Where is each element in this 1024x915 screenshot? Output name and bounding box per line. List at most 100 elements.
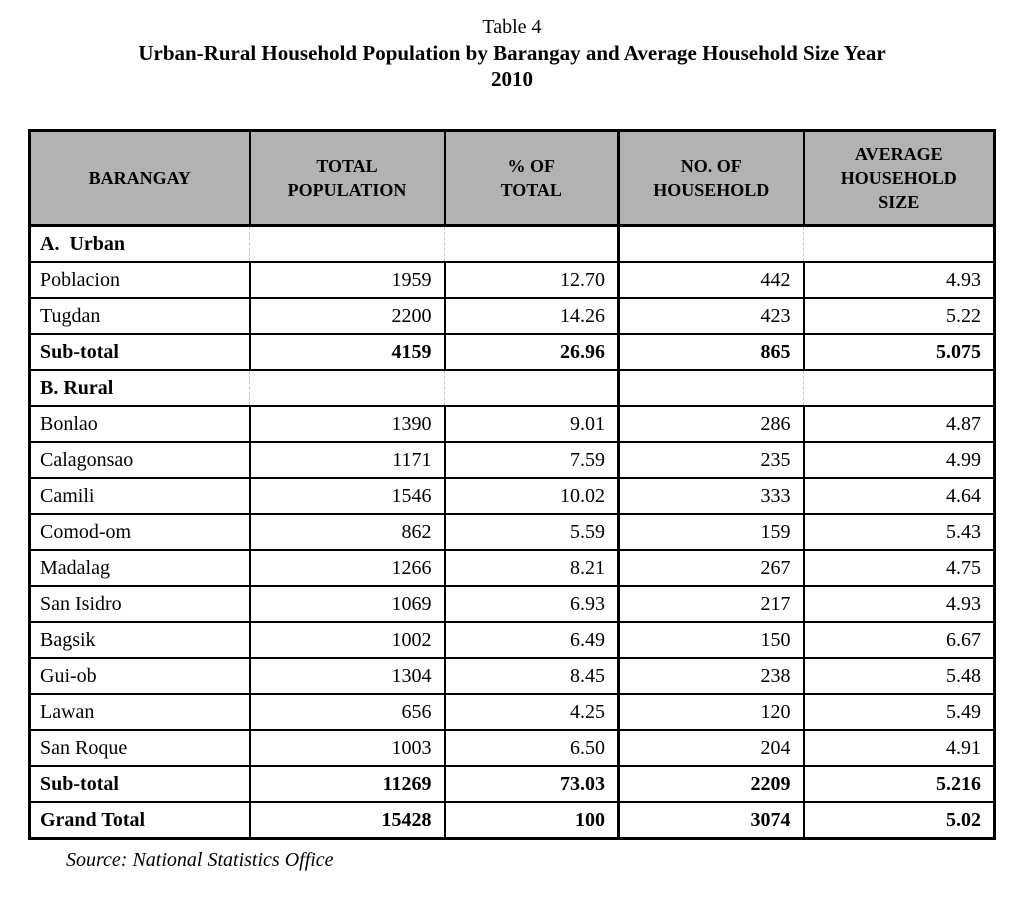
cell-avg-household-size: 5.48: [802, 657, 996, 695]
column-header-total-population: TOTAL POPULATION: [248, 129, 446, 227]
cell-pct-of-total: 14.26: [443, 297, 620, 335]
table-row: Camili 1546 10.02 333 4.64: [28, 477, 996, 515]
cell-avg-household-size: 4.93: [802, 261, 996, 299]
cell-pct-of-total: 100: [443, 801, 620, 840]
cell-no-of-household: 217: [617, 585, 805, 623]
population-table: BARANGAY TOTAL POPULATION % OF TOTAL NO.…: [28, 129, 996, 840]
cell-no-of-household: 238: [617, 657, 805, 695]
cell-avg-household-size: [803, 369, 996, 407]
cell-no-of-household: 333: [617, 477, 805, 515]
cell-avg-household-size: 4.99: [802, 441, 996, 479]
cell-pct-of-total: 6.49: [443, 621, 620, 659]
table-body: A. Urban Poblacion 1959 12.70 442 4.93 Tugdan 2…: [28, 224, 996, 840]
table-row: Bagsik 1002 6.49 150 6.67: [28, 621, 996, 659]
header-row: BARANGAY TOTAL POPULATION % OF TOTAL NO.…: [28, 129, 996, 227]
table-row: Sub-total 11269 73.03 2209 5.216: [28, 765, 996, 803]
cell-no-of-household: 150: [617, 621, 805, 659]
cell-avg-household-size: 5.43: [802, 513, 996, 551]
cell-total-population: 1304: [248, 657, 446, 695]
cell-pct-of-total: 8.21: [443, 549, 620, 587]
cell-pct-of-total: 10.02: [443, 477, 620, 515]
table-row: Poblacion 1959 12.70 442 4.93: [28, 261, 996, 299]
table-row: San Roque 1003 6.50 204 4.91: [28, 729, 996, 767]
table-row: Grand Total 15428 100 3074 5.02: [28, 801, 996, 840]
cell-total-population: 4159: [248, 333, 446, 371]
table-row: Bonlao 1390 9.01 286 4.87: [28, 405, 996, 443]
cell-total-population: 1003: [248, 729, 446, 767]
cell-avg-household-size: 5.22: [802, 297, 996, 335]
cell-avg-household-size: 5.216: [802, 765, 996, 803]
cell-no-of-household: 267: [617, 549, 805, 587]
cell-pct-of-total: [444, 224, 620, 263]
cell-barangay: Comod-om: [28, 513, 251, 551]
cell-no-of-household: 423: [617, 297, 805, 335]
cell-barangay: Bonlao: [28, 405, 251, 443]
cell-pct-of-total: 26.96: [443, 333, 620, 371]
cell-total-population: 15428: [248, 801, 446, 840]
table-title-year: 2010: [491, 67, 533, 91]
table-header: BARANGAY TOTAL POPULATION % OF TOTAL NO.…: [28, 129, 996, 227]
table-row: Gui-ob 1304 8.45 238 5.48: [28, 657, 996, 695]
cell-total-population: 1959: [248, 261, 446, 299]
column-header-pct-of-total: % OF TOTAL: [443, 129, 620, 227]
cell-no-of-household: 235: [617, 441, 805, 479]
cell-barangay: Lawan: [28, 693, 251, 731]
cell-pct-of-total: 5.59: [443, 513, 620, 551]
cell-total-population: 2200: [248, 297, 446, 335]
cell-no-of-household: [617, 224, 804, 263]
cell-avg-household-size: [803, 224, 996, 263]
cell-no-of-household: [617, 369, 804, 407]
cell-total-population: 1002: [248, 621, 446, 659]
table-title-text: Urban-Rural Household Population by Bara…: [138, 41, 886, 65]
cell-barangay: Tugdan: [28, 297, 251, 335]
cell-barangay: Madalag: [28, 549, 251, 587]
cell-pct-of-total: 9.01: [443, 405, 620, 443]
cell-pct-of-total: 8.45: [443, 657, 620, 695]
table-title: Table 4 Urban-Rural Household Population…: [0, 0, 1024, 92]
source-note: Source: National Statistics Office: [66, 849, 334, 871]
cell-barangay: Bagsik: [28, 621, 251, 659]
cell-avg-household-size: 4.64: [802, 477, 996, 515]
column-header-avg-household-size: AVERAGE HOUSEHOLD SIZE: [802, 129, 996, 227]
cell-no-of-household: 120: [617, 693, 805, 731]
cell-barangay: Sub-total: [28, 333, 251, 371]
table-number: Table 4: [482, 16, 542, 38]
cell-total-population: 1390: [248, 405, 446, 443]
cell-barangay: A. Urban: [28, 224, 250, 263]
cell-pct-of-total: 6.50: [443, 729, 620, 767]
cell-avg-household-size: 5.49: [802, 693, 996, 731]
table-row: Lawan 656 4.25 120 5.49: [28, 693, 996, 731]
column-header-barangay: BARANGAY: [28, 129, 251, 227]
cell-barangay: Grand Total: [28, 801, 251, 840]
cell-pct-of-total: 4.25: [443, 693, 620, 731]
cell-barangay: Poblacion: [28, 261, 251, 299]
table-row: Madalag 1266 8.21 267 4.75: [28, 549, 996, 587]
cell-barangay: Camili: [28, 477, 251, 515]
cell-avg-household-size: 5.075: [802, 333, 996, 371]
cell-pct-of-total: 6.93: [443, 585, 620, 623]
table-row: Comod-om 862 5.59 159 5.43: [28, 513, 996, 551]
cell-no-of-household: 286: [617, 405, 805, 443]
cell-avg-household-size: 4.75: [802, 549, 996, 587]
cell-no-of-household: 442: [617, 261, 805, 299]
cell-total-population: [249, 369, 445, 407]
cell-no-of-household: 3074: [617, 801, 805, 840]
cell-total-population: 1266: [248, 549, 446, 587]
cell-no-of-household: 204: [617, 729, 805, 767]
cell-avg-household-size: 5.02: [802, 801, 996, 840]
cell-avg-household-size: 4.91: [802, 729, 996, 767]
cell-barangay: Sub-total: [28, 765, 251, 803]
table-row: Sub-total 4159 26.96 865 5.075: [28, 333, 996, 371]
cell-total-population: 1069: [248, 585, 446, 623]
cell-avg-household-size: 4.93: [802, 585, 996, 623]
cell-avg-household-size: 6.67: [802, 621, 996, 659]
cell-total-population: 656: [248, 693, 446, 731]
cell-barangay: San Isidro: [28, 585, 251, 623]
cell-barangay: Calagonsao: [28, 441, 251, 479]
cell-pct-of-total: [444, 369, 620, 407]
cell-total-population: 11269: [248, 765, 446, 803]
table-row: Calagonsao 1171 7.59 235 4.99: [28, 441, 996, 479]
cell-total-population: 862: [248, 513, 446, 551]
cell-total-population: 1171: [248, 441, 446, 479]
